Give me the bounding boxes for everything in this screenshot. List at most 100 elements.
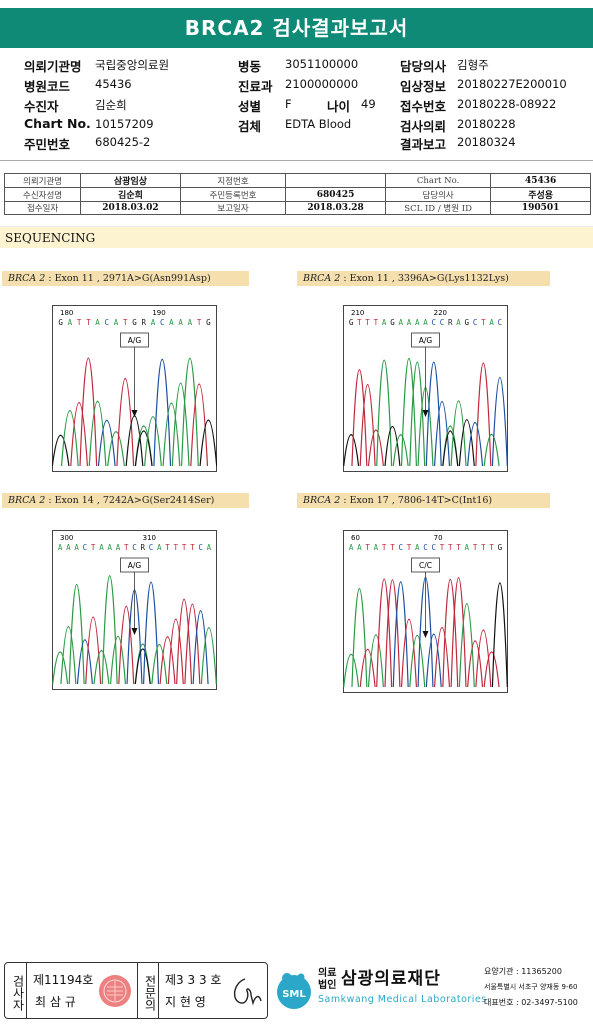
institution-code: 요양기관 : 11365200	[484, 967, 562, 976]
base-call: A	[357, 543, 362, 552]
base-call: G	[58, 318, 63, 327]
table-cell: 보고일자	[179, 201, 287, 215]
table-cell: 주성용	[490, 187, 591, 202]
base-call: R	[141, 543, 146, 552]
trace-peak	[70, 402, 88, 467]
address: 서울특별시 서초구 양재동 9-60	[484, 983, 578, 991]
base-call: C	[198, 543, 203, 552]
table-cell: 680425	[285, 187, 386, 202]
header-label: 수진자	[24, 99, 59, 114]
base-call: G	[498, 543, 503, 552]
base-call: C	[398, 543, 403, 552]
header-label: Chart No.	[24, 116, 91, 131]
base-call: A	[465, 543, 470, 552]
trace-peak	[376, 359, 393, 467]
base-call: C	[160, 318, 165, 327]
trace-peak	[384, 579, 401, 688]
trace-peak	[76, 639, 93, 685]
trace-peak	[190, 383, 209, 467]
table-row: 수신자성명 김순희 주민등록번호 680425 담당의사 주성용	[3, 187, 591, 202]
base-call: C	[105, 318, 110, 327]
confirmer-name: 지 현 영	[165, 995, 206, 1009]
arrow-icon	[422, 410, 429, 417]
trace-peak	[425, 361, 442, 467]
trace-peak	[392, 434, 409, 467]
arrow-icon	[422, 631, 429, 638]
variant-text: : Exon 17 , 7806-14T>C(Int16)	[340, 495, 493, 506]
base-call: C	[432, 543, 437, 552]
position-label: 180	[60, 309, 73, 317]
trace-peak	[450, 576, 467, 688]
base-call: A	[95, 318, 100, 327]
table-cell: 45436	[490, 173, 591, 188]
trace-peak	[491, 376, 508, 467]
table-row: 의뢰기관명 삼광임상 지정번호 Chart No. 45436	[3, 173, 591, 188]
base-call: A	[382, 318, 387, 327]
base-call: T	[365, 318, 370, 327]
base-call: A	[374, 543, 379, 552]
trace-peak	[491, 582, 508, 688]
base-call: A	[207, 543, 212, 552]
table-row: 접수일자 2018.03.02 보고일자 2018.03.28 SCL ID /…	[3, 201, 591, 215]
trace-peak	[109, 635, 127, 685]
variant-tag: BRCA 2 : Exon 11 , 2971A>G(Asn991Asp)	[2, 271, 249, 286]
base-call: G	[390, 318, 395, 327]
trace-peak	[475, 629, 492, 688]
trace-peak	[351, 588, 368, 688]
base-call: A	[415, 543, 420, 552]
base-call: A	[489, 318, 494, 327]
table-cell: 의뢰기관명	[3, 173, 82, 188]
trace-peak	[442, 578, 459, 688]
signature-box: 검사자 제11194호 최 삼 규 전문의 제3 3 3 호 지 현 영	[4, 962, 268, 1019]
position-label: 60	[351, 534, 360, 542]
divider	[0, 160, 593, 161]
gene-name: BRCA 2	[303, 495, 341, 506]
base-call: A	[99, 543, 104, 552]
trace-peak	[367, 634, 384, 688]
trace-peak	[483, 651, 500, 688]
base-call: A	[407, 318, 412, 327]
trace-peak	[367, 429, 384, 467]
table-cell: 담당의사	[384, 187, 492, 202]
base-call: T	[190, 543, 195, 552]
base-call: A	[107, 543, 112, 552]
header-label: 병원코드	[24, 79, 71, 94]
variant-text: : Exon 11 , 3396A>G(Lys1132Lys)	[340, 273, 509, 284]
base-call: C	[423, 543, 428, 552]
table-cell: 접수일자	[3, 201, 82, 215]
trace-peak	[151, 644, 168, 685]
genotype-call: C/C	[419, 561, 432, 570]
base-call: A	[423, 318, 428, 327]
base-call: G	[206, 318, 211, 327]
variant-tag: BRCA 2 : Exon 11 , 3396A>G(Lys1132Lys)	[297, 271, 550, 286]
header-value: 국립중앙의료원	[95, 58, 170, 72]
position-label: 70	[434, 534, 443, 542]
variant-tag: BRCA 2 : Exon 17 , 7806-14T>C(Int16)	[297, 493, 550, 508]
org-english-name: Samkwang Medical Laboratories	[318, 994, 487, 1005]
base-call: T	[174, 543, 179, 552]
trace-peak	[134, 648, 151, 685]
trace-peak	[134, 430, 153, 467]
base-call: T	[365, 543, 370, 552]
table-cell	[285, 173, 386, 188]
base-call: C	[432, 318, 437, 327]
table-cell: 지정번호	[179, 173, 287, 188]
base-call: T	[77, 318, 82, 327]
header-value: 680425-2	[95, 135, 151, 149]
reviewer-name: 최 삼 규	[35, 995, 76, 1009]
base-call: A	[74, 543, 79, 552]
trace-peak	[52, 434, 70, 467]
patient-info-table: 의뢰기관명 삼광임상 지정번호 Chart No. 45436 수신자성명 김순…	[3, 173, 591, 215]
header-value: 10157209	[95, 117, 154, 131]
base-call: G	[132, 318, 137, 327]
base-call: T	[197, 318, 202, 327]
base-call: T	[374, 318, 379, 327]
base-call: T	[481, 318, 486, 327]
section-heading: SEQUENCING	[0, 226, 593, 248]
report-header: 의뢰기관명 국립중앙의료원 병원코드 45436 수진자 김순희 Chart N…	[0, 52, 593, 152]
trace-peak	[409, 634, 426, 688]
table-cell: 2018.03.02	[80, 201, 181, 215]
base-call: R	[141, 318, 146, 327]
trace-peak	[351, 369, 368, 467]
